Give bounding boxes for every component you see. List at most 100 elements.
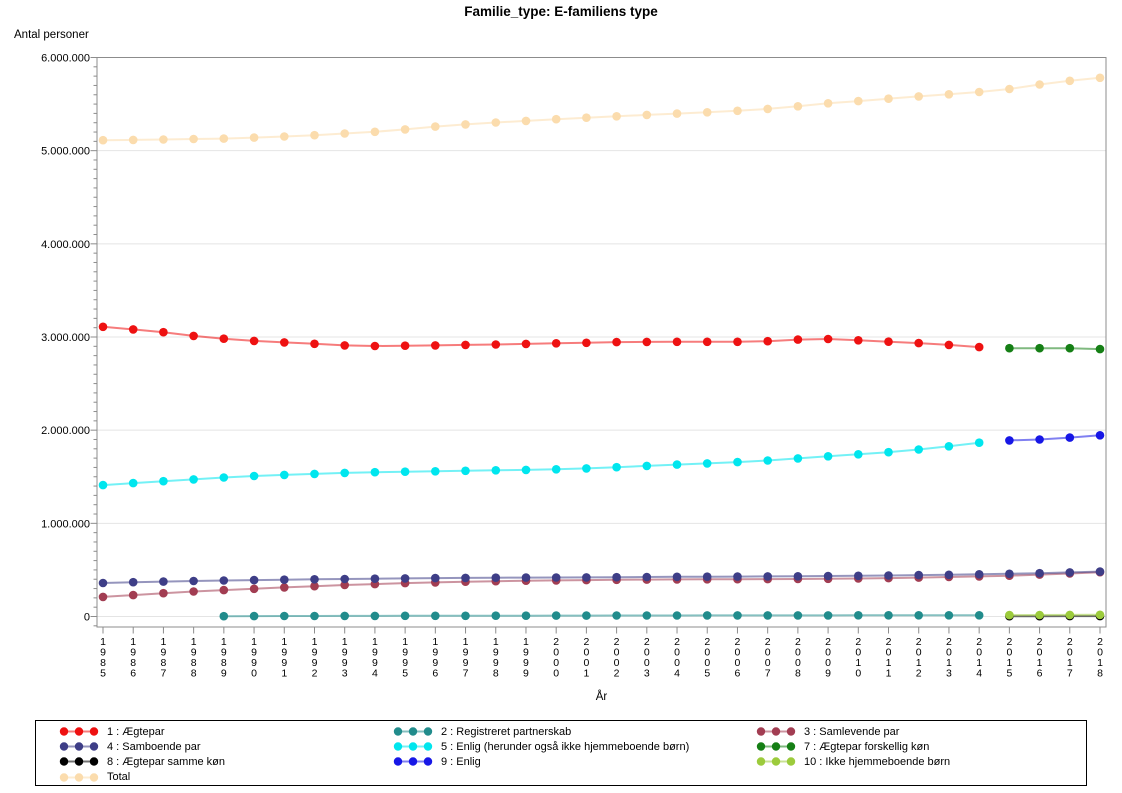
data-point-total <box>1065 76 1075 86</box>
data-point-enlig-9 <box>1095 431 1105 440</box>
legend: 1 : Ægtepar 4 : Samboende par 8 : Ægtepar … <box>35 720 1087 786</box>
data-point-total <box>854 96 863 106</box>
data-point-enlig-5 <box>159 476 168 486</box>
legend-label: 2 : Registreret partnerskab <box>441 725 572 738</box>
data-point-registreret-partnerskab-2 <box>461 611 470 621</box>
legend-label: 7 : Ægtepar forskellig køn <box>804 740 930 753</box>
data-point-enlig-9 <box>1035 435 1044 444</box>
data-point-aegtepar-1 <box>884 337 893 347</box>
legend-marker-aegtepar-samme-koen-8 <box>59 757 99 767</box>
data-point-registreret-partnerskab-2 <box>974 611 984 620</box>
legend-column: 2 : Registreret partnerskab 5 : Enlig (he… <box>392 724 689 770</box>
legend-item-samboende-par-4: 4 : Samboende par <box>58 739 225 754</box>
data-point-enlig-5 <box>189 475 198 484</box>
data-point-enlig-5 <box>340 468 350 478</box>
legend-marker-samlevende-par-3 <box>756 727 796 736</box>
data-point-enlig-5 <box>944 442 954 451</box>
data-point-aegtepar-1 <box>159 327 168 337</box>
x-axis-ticks: 1 9 8 5 1 9 8 6 1 9 8 7 1 9 8 8 1 9 8 9 1 9 9 0 1 9 9 1 1 9 9 2 1 9 9 3 1 9 9 4… <box>100 627 1103 680</box>
data-point-aegtepar-1 <box>491 340 501 349</box>
data-point-enlig-5 <box>612 462 621 472</box>
data-point-samboende-par-4 <box>854 571 863 581</box>
data-point-samlevende-par-3 <box>249 584 259 594</box>
data-point-enlig-5 <box>521 465 531 475</box>
data-point-enlig-5 <box>400 467 410 477</box>
data-point-aegtepar-1 <box>280 338 289 347</box>
data-point-registreret-partnerskab-2 <box>612 611 621 620</box>
data-point-samboende-par-4 <box>219 576 229 585</box>
data-point-samboende-par-4 <box>793 572 803 581</box>
data-point-registreret-partnerskab-2 <box>793 611 803 620</box>
data-point-samboende-par-4 <box>702 572 712 581</box>
data-point-aegtepar-forskellig-koen-7 <box>1035 343 1044 353</box>
data-point-total <box>128 135 138 145</box>
data-point-total <box>400 125 410 134</box>
data-point-registreret-partnerskab-2 <box>431 611 440 621</box>
data-point-total <box>1035 80 1044 89</box>
y-tick-label: 6.000.000 <box>41 53 90 65</box>
data-point-samboende-par-4 <box>733 572 742 581</box>
data-point-samboende-par-4 <box>1065 568 1075 577</box>
data-point-samboende-par-4 <box>763 572 772 581</box>
data-point-registreret-partnerskab-2 <box>823 611 833 620</box>
data-point-aegtepar-1 <box>642 337 652 347</box>
legend-marker-aegtepar-1 <box>59 727 99 736</box>
data-point-samlevende-par-3 <box>128 590 138 600</box>
data-point-aegtepar-1 <box>854 336 863 345</box>
data-point-aegtepar-1 <box>461 340 470 350</box>
data-point-samboende-par-4 <box>1035 568 1044 578</box>
data-point-enlig-5 <box>702 459 712 468</box>
data-point-aegtepar-1 <box>219 334 229 344</box>
series-enlig-9 <box>1005 431 1105 445</box>
legend-item-ikke-hjemmeboende-boern-10: 10 : Ikke hjemmeboende børn <box>755 754 950 769</box>
series-ikke-hjemmeboende-boern-10 <box>1005 610 1105 620</box>
data-point-enlig-5 <box>431 467 440 476</box>
series-aegtepar-forskellig-koen-7 <box>1005 343 1105 354</box>
data-point-aegtepar-1 <box>400 341 410 351</box>
data-point-total <box>914 92 923 101</box>
legend-label: Total <box>107 771 131 784</box>
data-point-registreret-partnerskab-2 <box>582 611 591 620</box>
data-point-samboende-par-4 <box>642 572 652 582</box>
data-point-registreret-partnerskab-2 <box>249 611 259 621</box>
data-point-aegtepar-1 <box>823 334 833 344</box>
data-point-registreret-partnerskab-2 <box>491 611 501 620</box>
legend-label: 8 : Ægtepar samme køn <box>107 755 225 768</box>
data-point-total <box>551 114 561 124</box>
data-point-samlevende-par-3 <box>280 583 289 592</box>
data-point-registreret-partnerskab-2 <box>400 611 410 621</box>
data-point-total <box>823 99 833 108</box>
data-point-total <box>521 116 531 126</box>
data-point-total <box>702 108 712 117</box>
data-point-samboende-par-4 <box>249 575 259 585</box>
legend-column: 1 : Ægtepar 4 : Samboende par 8 : Ægtepar … <box>58 724 225 785</box>
legend-label: 5 : Enlig (herunder også ikke hjemmeboen… <box>441 740 690 753</box>
legend-column: 3 : Samlevende par 7 : Ægtepar forskellig… <box>755 724 950 770</box>
data-point-enlig-5 <box>582 464 591 473</box>
data-point-enlig-5 <box>128 478 138 488</box>
x-axis-title: År <box>595 691 608 703</box>
data-point-total <box>461 120 470 129</box>
y-tick-label: 3.000.000 <box>41 332 90 344</box>
data-point-total <box>582 113 591 122</box>
data-point-enlig-5 <box>310 469 319 479</box>
data-point-total <box>189 134 198 144</box>
legend-marker-registreret-partnerskab-2 <box>393 727 433 736</box>
data-point-registreret-partnerskab-2 <box>642 611 652 620</box>
plot-border <box>96 57 1107 628</box>
y-tick-label: 5.000.000 <box>41 146 90 158</box>
data-point-total <box>491 118 501 127</box>
series-aegtepar-samme-koen-8 <box>1005 611 1105 621</box>
